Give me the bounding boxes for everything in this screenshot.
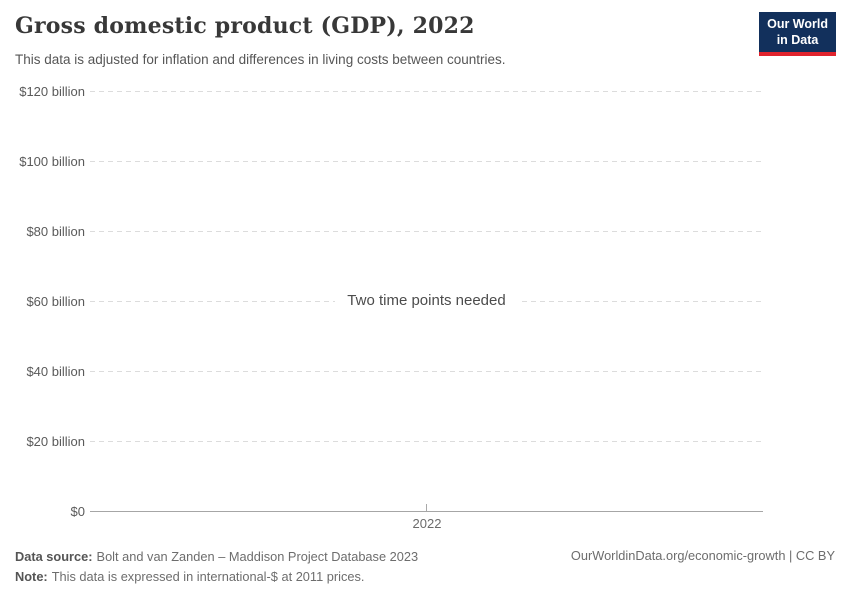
grid-row-80: $80 billion xyxy=(0,223,850,239)
grid-row-120: $120 billion xyxy=(0,83,850,99)
grid-row-0: $0 xyxy=(0,503,850,519)
grid-row-100: $100 billion xyxy=(0,153,850,169)
x-axis-line xyxy=(90,510,763,512)
datasource-value: Bolt and van Zanden – Maddison Project D… xyxy=(96,549,419,564)
footer-note: Note: This data is expressed in internati… xyxy=(15,567,418,587)
y-axis-label: $40 billion xyxy=(26,363,85,379)
gridline xyxy=(90,440,763,442)
gridline xyxy=(90,370,763,372)
datasource-label: Data source: xyxy=(15,549,93,564)
x-tick xyxy=(426,504,427,511)
owid-logo-line2: in Data xyxy=(776,33,819,48)
note-label: Note: xyxy=(15,569,48,584)
y-axis-label: $120 billion xyxy=(19,83,85,99)
gridline xyxy=(90,90,763,92)
y-axis-label: $100 billion xyxy=(19,153,85,169)
note-value: This data is expressed in international-… xyxy=(51,569,365,584)
owid-logo-line1: Our World xyxy=(767,17,828,31)
y-axis-label: $80 billion xyxy=(26,223,85,239)
grid-row-20: $20 billion xyxy=(0,433,850,449)
footer-datasource: Data source: Bolt and van Zanden – Maddis… xyxy=(15,547,418,567)
chart-subtitle: This data is adjusted for inflation and … xyxy=(15,52,506,67)
y-axis-label: $60 billion xyxy=(26,293,85,309)
footer-link[interactable]: OurWorldinData.org/economic-growth | CC … xyxy=(570,548,835,563)
y-axis-label: $20 billion xyxy=(26,433,85,449)
footer-left: Data source: Bolt and van Zanden – Maddis… xyxy=(15,547,418,587)
grid-row-60: $60 billion xyxy=(0,293,850,309)
x-tick-label: 2022 xyxy=(412,516,442,531)
gridline xyxy=(90,230,763,232)
grid-row-40: $40 billion xyxy=(0,363,850,379)
page-title: Gross domestic product (GDP), 2022 xyxy=(15,13,475,39)
owid-logo: Our World in Data xyxy=(759,12,836,56)
gridline xyxy=(90,160,763,162)
gridline xyxy=(90,300,763,302)
y-axis-label: $0 xyxy=(70,503,85,519)
